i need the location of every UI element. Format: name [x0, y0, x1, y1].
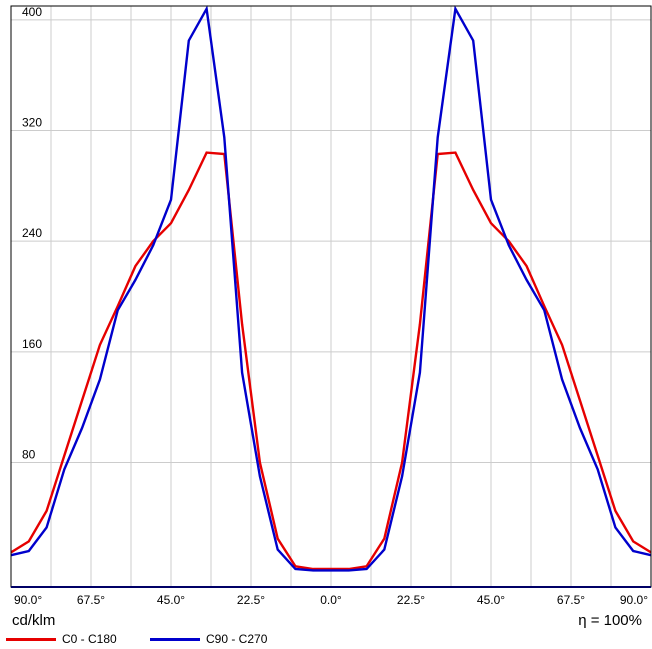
x-tick-label: 67.5°: [77, 593, 105, 607]
axes: [10, 5, 652, 588]
series-lines: [10, 5, 652, 572]
y-tick-label: 400: [22, 5, 42, 19]
y-tick-label: 320: [22, 116, 42, 130]
series-line-c0-c180: [10, 151, 652, 571]
grid: [10, 6, 652, 587]
efficiency-label: η = 100%: [578, 612, 642, 629]
x-tick-label: 90.0°: [620, 593, 648, 607]
x-tick-label: 67.5°: [557, 593, 585, 607]
series-line-c90-c270: [10, 5, 652, 572]
x-tick-label: 45.0°: [477, 593, 505, 607]
x-tick-label: 22.5°: [397, 593, 425, 607]
y-tick-label: 160: [22, 337, 42, 351]
legend-label-c0-c180: C0 - C180: [62, 632, 117, 646]
y-tick-label: 80: [22, 448, 36, 462]
x-tick-labels: 90.0° 67.5° 45.0° 22.5° 0.0° 22.5° 45.0° 67.5° 9…: [14, 593, 648, 607]
polar-intensity-chart: 80 160 240 320 400 90.0° 67.5° 45.0° 22.5° 0.0° 2…: [10, 5, 652, 607]
legend-swatch-c0-c180: [6, 638, 56, 641]
legend-label-c90-c270: C90 - C270: [206, 632, 268, 646]
x-tick-label: 22.5°: [237, 593, 265, 607]
legend-swatch-c90-c270: [150, 638, 200, 641]
y-tick-labels: 80 160 240 320 400: [22, 5, 42, 462]
y-tick-label: 240: [22, 226, 42, 240]
x-tick-label: 90.0°: [14, 593, 42, 607]
unit-label: cd/klm: [12, 612, 56, 629]
x-tick-label: 0.0°: [320, 593, 342, 607]
x-tick-label: 45.0°: [157, 593, 185, 607]
